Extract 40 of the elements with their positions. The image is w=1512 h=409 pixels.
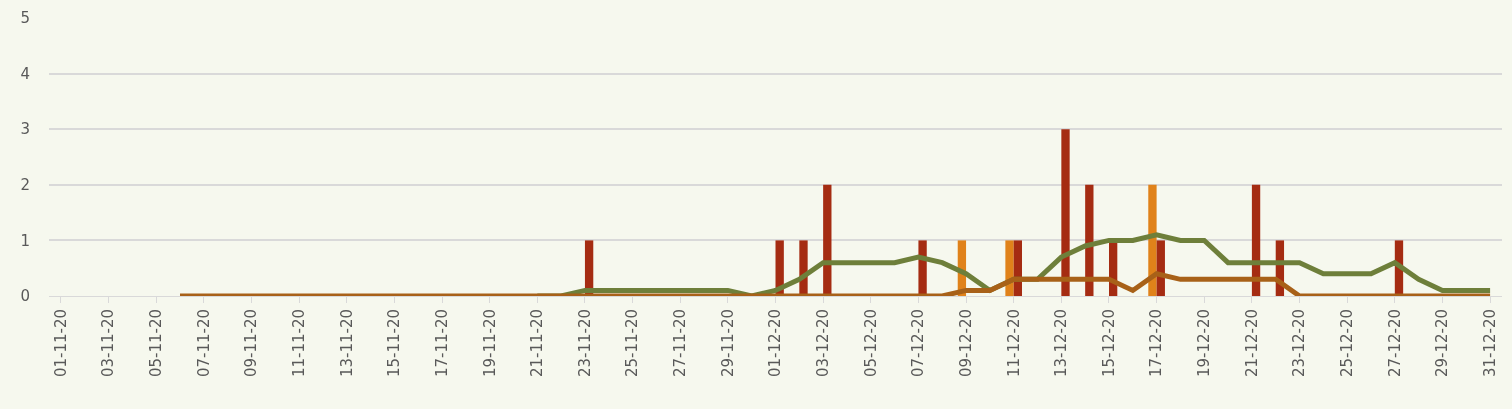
bar	[823, 184, 832, 296]
x-tick-label: 21-12-20	[1242, 309, 1261, 378]
x-tick-label: 15-11-20	[385, 309, 404, 378]
y-tick-label: 3	[20, 120, 30, 139]
y-tick-label: 1	[20, 231, 30, 250]
y-tick-label: 0	[20, 287, 30, 306]
x-tick-label: 13-12-20	[1052, 309, 1071, 378]
x-tick-label: 29-11-20	[718, 309, 737, 378]
y-tick-label: 4	[20, 64, 30, 83]
x-tick-label: 03-11-20	[99, 309, 118, 378]
x-tick-label: 21-11-20	[528, 309, 547, 378]
x-tick-label: 25-11-20	[623, 309, 642, 378]
x-tick-label: 19-12-20	[1195, 309, 1214, 378]
x-tick-label: 17-12-20	[1147, 309, 1166, 378]
x-tick-label: 11-12-20	[1004, 309, 1023, 378]
x-tick-label: 23-12-20	[1290, 309, 1309, 378]
x-tick-label: 05-12-20	[861, 309, 880, 378]
bar	[1148, 184, 1157, 296]
x-tick-label: 05-11-20	[147, 309, 166, 378]
x-tick-label: 25-12-20	[1338, 309, 1357, 378]
x-tick-label: 27-11-20	[671, 309, 690, 378]
y-tick-label: 5	[20, 9, 30, 28]
x-tick-label: 29-12-20	[1433, 309, 1452, 378]
bar	[1061, 129, 1070, 296]
x-tick-label: 11-11-20	[289, 309, 308, 378]
x-tick-label: 27-12-20	[1385, 309, 1404, 378]
x-tick-label: 31-12-20	[1480, 309, 1499, 378]
x-tick-label: 23-11-20	[575, 309, 594, 378]
x-tick-label: 03-12-20	[814, 309, 833, 378]
y-tick-label: 2	[20, 176, 30, 195]
x-tick-label: 07-12-20	[909, 309, 928, 378]
x-tick-label: 13-11-20	[337, 309, 356, 378]
x-tick-label: 09-12-20	[956, 309, 975, 378]
x-tick-label: 19-11-20	[480, 309, 499, 378]
x-tick-label: 17-11-20	[432, 309, 451, 378]
x-tick-label: 01-11-20	[51, 309, 70, 378]
x-tick-label: 07-11-20	[194, 309, 213, 378]
x-tick-label: 09-11-20	[242, 309, 261, 378]
x-tick-label: 01-12-20	[766, 309, 785, 378]
x-tick-label: 15-12-20	[1099, 309, 1118, 378]
